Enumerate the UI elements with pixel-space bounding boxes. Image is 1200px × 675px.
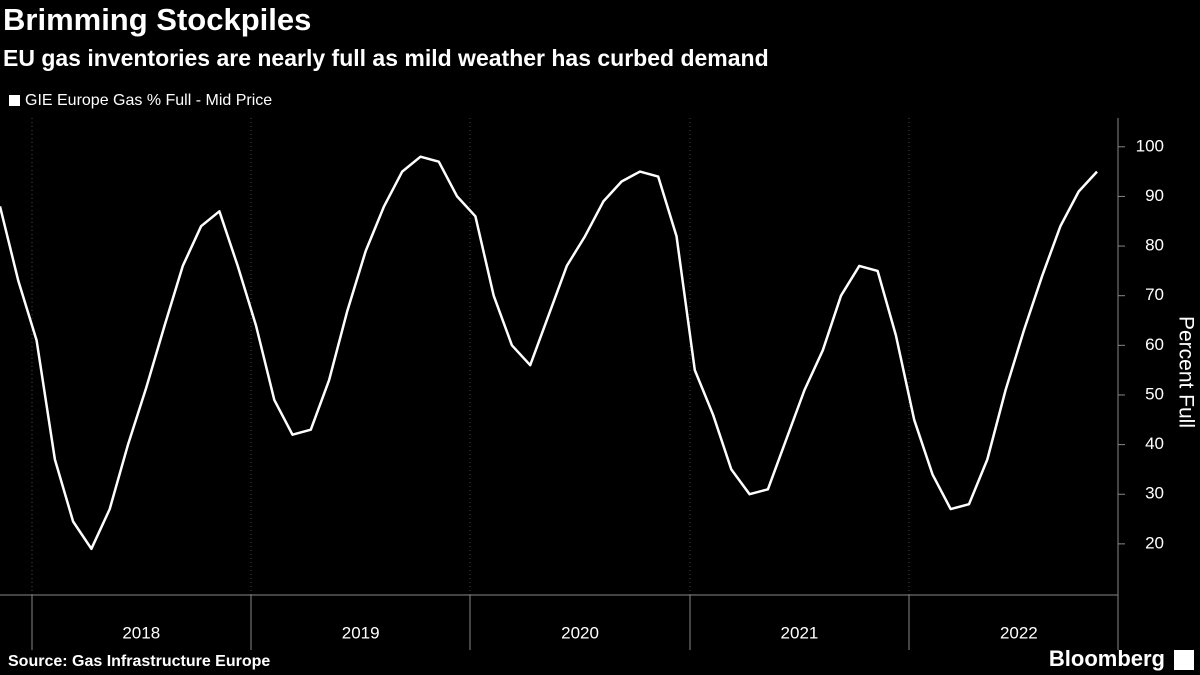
y-tick-label: 30 <box>1145 484 1164 503</box>
y-tick-label: 40 <box>1145 434 1164 453</box>
x-tick-label: 2018 <box>122 623 160 642</box>
brand: Bloomberg <box>1049 646 1165 671</box>
legend-label: GIE Europe Gas % Full - Mid Price <box>25 92 272 109</box>
y-tick-label: 80 <box>1145 236 1164 255</box>
year-dividers <box>31 118 1119 650</box>
data-line <box>0 155 1098 551</box>
chart-title: Brimming Stockpiles <box>3 2 311 37</box>
x-tick-label: 2019 <box>342 623 380 642</box>
y-tick-label: 90 <box>1145 186 1164 205</box>
y-tick-label: 20 <box>1145 533 1164 552</box>
chart-subtitle: EU gas inventories are nearly full as mi… <box>3 45 769 71</box>
source: Source: Gas Infrastructure Europe <box>8 653 270 670</box>
y-axis-label: Percent Full <box>1174 316 1197 428</box>
y-tick-label: 100 <box>1136 136 1164 155</box>
x-tick-label: 2022 <box>1000 623 1038 642</box>
y-tick-label: 70 <box>1145 285 1164 304</box>
x-tick-label: 2021 <box>781 623 819 642</box>
x-tick-label: 2020 <box>561 623 599 642</box>
brand-icon <box>1174 650 1194 670</box>
legend-swatch <box>9 95 20 106</box>
y-tick-label: 50 <box>1145 384 1164 403</box>
y-tick-label: 60 <box>1145 335 1164 354</box>
